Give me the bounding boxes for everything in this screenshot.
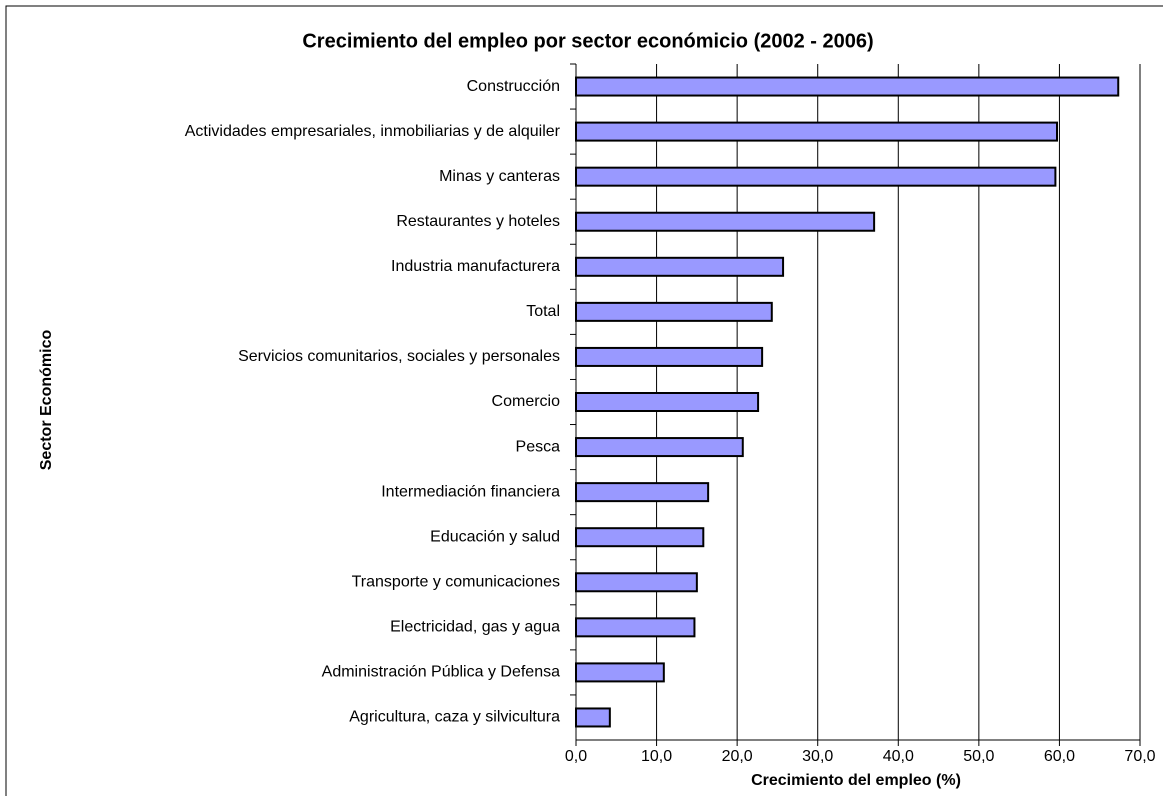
bar [575, 256, 785, 277]
x-tick-label: 50,0 [963, 748, 994, 765]
bar [575, 121, 1059, 142]
bar [575, 482, 710, 503]
y-tick-label: Intermediación financiera [381, 483, 560, 500]
y-tick-label: Restaurantes y hoteles [396, 213, 560, 230]
x-tick-label: 20,0 [722, 748, 753, 765]
bar [575, 527, 705, 548]
bar [575, 617, 696, 638]
x-tick-label: 30,0 [802, 748, 833, 765]
x-tick-label: 60,0 [1044, 748, 1075, 765]
y-tick-label: Transporte y comunicaciones [352, 573, 560, 590]
bar [575, 662, 665, 683]
x-tick-label: 0,0 [565, 748, 587, 765]
bar [575, 572, 698, 593]
bar [575, 76, 1120, 97]
y-tick-label: Electricidad, gas y agua [390, 619, 560, 636]
y-tick-label: Total [526, 303, 560, 320]
x-tick-label: 40,0 [883, 748, 914, 765]
y-tick-label: Construcción [467, 78, 560, 95]
x-tick-label: 70,0 [1124, 748, 1155, 765]
y-tick-label: Actividades empresariales, inmobiliarias… [185, 123, 561, 140]
y-tick-label: Educación y salud [430, 528, 560, 545]
chart-title: Crecimiento del empleo por sector económ… [302, 30, 873, 52]
bar [575, 707, 611, 728]
y-tick-label: Comercio [492, 393, 561, 410]
y-tick-label: Administración Pública y Defensa [322, 664, 560, 681]
y-tick-label: Servicios comunitarios, sociales y perso… [238, 348, 560, 365]
y-tick-label: Pesca [516, 438, 561, 455]
y-tick-label: Agricultura, caza y silvicultura [349, 709, 560, 726]
bar [575, 346, 764, 367]
bar [575, 392, 760, 412]
bar [575, 211, 876, 232]
bar [575, 166, 1057, 187]
y-tick-label: Minas y canteras [439, 168, 560, 185]
x-axis-title: Crecimiento del empleo (%) [751, 772, 961, 789]
y-tick-label: Industria manufacturera [391, 258, 560, 275]
bar [575, 301, 773, 322]
x-tick-label: 10,0 [641, 748, 672, 765]
bar [575, 437, 744, 458]
y-axis-title: Sector Económico [38, 330, 55, 471]
